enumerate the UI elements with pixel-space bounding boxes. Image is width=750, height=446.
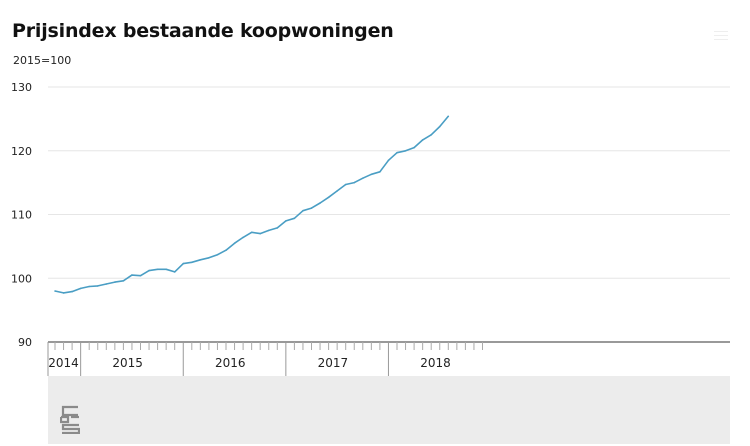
data-point [148,269,150,272]
year-label: 2014 [48,356,79,370]
y-tick-label: 100 [11,272,32,285]
data-point [293,217,296,220]
y-tick-label: 130 [11,81,32,94]
data-point [327,196,330,199]
data-point [430,134,433,136]
data-point [242,236,244,239]
year-label: 2017 [318,356,349,370]
y-tick-label: 120 [11,145,32,158]
data-point [88,285,90,288]
chart-subtitle: 2015=100 [13,54,72,67]
y-tick-label: 110 [11,209,32,222]
data-point [71,290,73,293]
data-point [336,190,339,192]
data-point [156,268,159,271]
year-label: 2018 [420,356,451,370]
data-point [139,274,142,277]
data-point [421,139,424,141]
data-point [199,259,202,261]
y-tick-label: 90 [18,336,32,349]
data-point [413,146,415,149]
data-point [310,207,313,209]
data-point [319,202,321,204]
data-point [379,171,381,173]
data-point [233,242,236,244]
cbs-logo [60,405,80,434]
data-point [447,115,450,118]
data-point [131,274,133,276]
data-point [208,257,210,259]
year-label: 2015 [112,356,143,370]
data-point [62,292,65,294]
data-point [122,280,125,282]
data-point [353,181,356,184]
data-point [105,283,108,285]
data-point [268,229,270,232]
data-point [259,232,262,235]
data-point [182,262,185,265]
data-point [362,177,364,179]
data-point [97,285,99,287]
data-point [285,220,287,222]
data-point [191,261,193,264]
year-label: 2016 [215,356,246,370]
data-point [114,281,116,283]
data-point [404,150,407,152]
data-point [344,183,347,186]
data-point [173,271,176,273]
data-point [250,231,253,234]
data-point [225,249,227,251]
data-point [216,253,219,256]
data-point [54,290,56,292]
chart-title: Prijsindex bestaande koopwoningen [12,20,394,42]
footer-panel [48,376,730,444]
data-point [165,268,167,271]
data-point [439,125,441,128]
data-point [396,151,398,154]
series-line [54,115,449,294]
data-point [370,173,373,176]
data-point [276,227,279,229]
hamburger-menu-icon[interactable] [714,31,728,43]
data-point [79,287,82,290]
data-point [302,209,304,212]
data-point [387,159,390,162]
